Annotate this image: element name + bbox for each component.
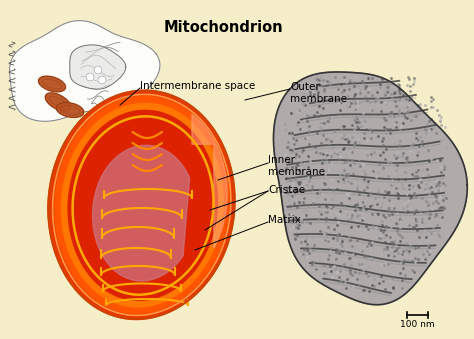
Circle shape (98, 76, 106, 84)
Polygon shape (192, 114, 227, 248)
Polygon shape (45, 93, 71, 111)
Polygon shape (38, 76, 65, 92)
Polygon shape (68, 111, 218, 300)
Text: 100 nm: 100 nm (400, 320, 435, 329)
Circle shape (86, 73, 94, 81)
Text: Mitochondrion: Mitochondrion (164, 20, 283, 35)
Text: Matrix: Matrix (268, 215, 301, 225)
Circle shape (94, 66, 102, 74)
Polygon shape (273, 72, 467, 305)
Polygon shape (70, 45, 126, 89)
Text: Inner
membrane: Inner membrane (268, 155, 325, 177)
Text: Intermembrane space: Intermembrane space (140, 81, 255, 91)
Text: Outer
membrane: Outer membrane (290, 82, 347, 104)
Text: Cristae: Cristae (268, 185, 305, 195)
Polygon shape (56, 103, 84, 117)
Polygon shape (62, 103, 223, 307)
FancyArrow shape (83, 146, 110, 182)
Polygon shape (48, 91, 235, 319)
Polygon shape (92, 145, 190, 281)
Polygon shape (9, 21, 160, 121)
Polygon shape (55, 96, 229, 314)
